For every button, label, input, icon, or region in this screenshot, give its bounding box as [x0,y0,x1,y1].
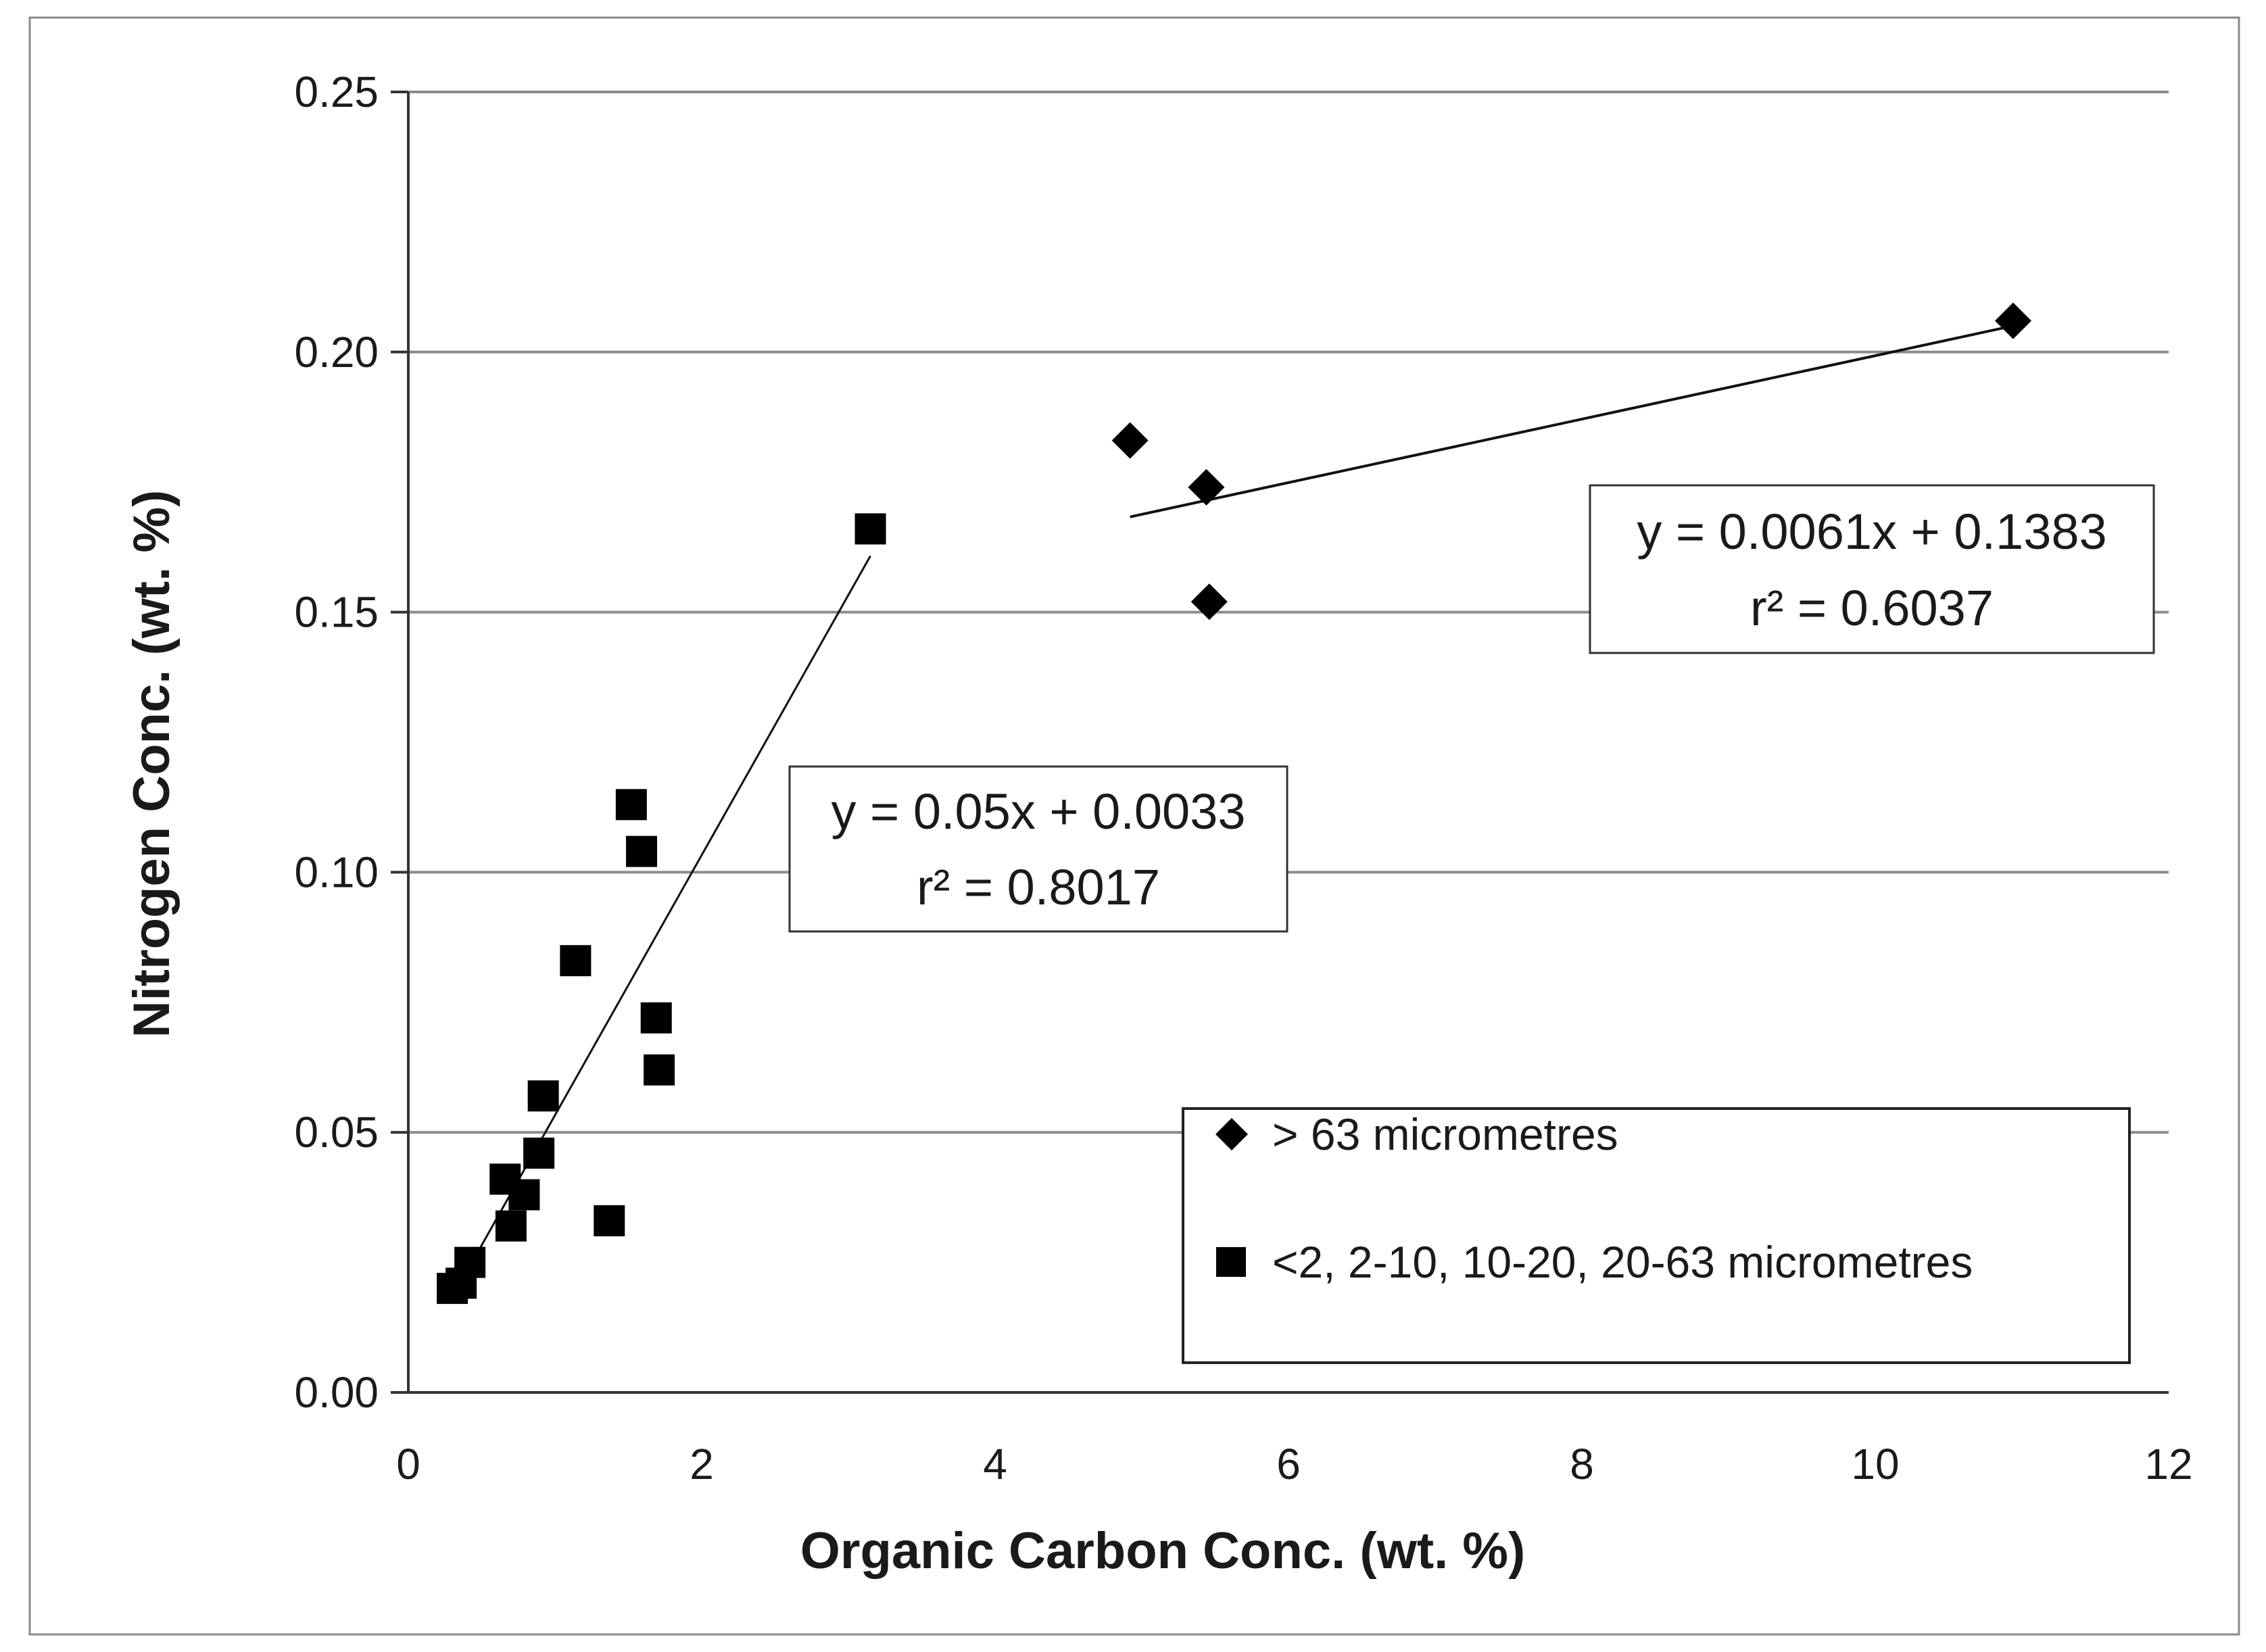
y-tick-label: 0.05 [294,1108,379,1157]
r2-large-fraction: r² = 0.6037 [1750,580,1994,636]
x-tick-label: 10 [1851,1440,1899,1488]
trendline-large-fraction [1130,324,2014,518]
x-tick-label: 0 [396,1440,420,1488]
y-tick-label: 0.10 [294,848,379,896]
data-point-square [523,1137,555,1169]
equation-box-fine-fractions: y = 0.05x + 0.0033 r² = 0.8017 [788,765,1288,933]
equation-large-fraction: y = 0.0061x + 0.1383 [1637,504,2106,560]
r2-fine-fractions: r² = 0.8017 [917,859,1160,915]
equation-fine-fractions: y = 0.05x + 0.0033 [831,783,1245,840]
y-tick-label: 0.20 [294,328,379,376]
legend-label-large-fraction: > 63 micrometres [1272,1109,1618,1159]
legend-diamond-icon [1215,1118,1248,1150]
data-point-square [615,789,647,821]
y-tick-label: 0.15 [294,588,379,637]
data-point-square [854,513,886,545]
y-axis-title: Nitrogen Conc. (wt. %) [123,490,180,1038]
data-point-diamond [1188,468,1225,506]
axes [391,91,2169,1394]
y-tick-label: 0.00 [294,1368,379,1417]
data-point-square [640,1002,672,1034]
legend: > 63 micrometres <2, 2-10, 10-20, 20-63 … [1182,1107,2131,1364]
data-point-square [560,945,592,977]
legend-square-icon [1216,1247,1246,1277]
equation-box-large-fraction: y = 0.0061x + 0.1383 r² = 0.6037 [1589,484,2155,654]
data-point-square [508,1179,540,1211]
data-points [437,302,2031,1305]
tick-labels: 0.00 0.05 0.10 0.15 0.20 0.25 0 2 4 6 8 10 12 [294,68,2192,1488]
data-point-square [644,1054,675,1086]
data-point-square [626,835,658,867]
x-tick-label: 6 [1276,1440,1301,1488]
data-point-diamond [1994,302,2031,339]
x-tick-label: 12 [2144,1440,2192,1488]
data-point-square [495,1210,527,1242]
legend-label-fine-fractions: <2, 2-10, 10-20, 20-63 micrometres [1272,1237,1973,1287]
x-tick-label: 8 [1570,1440,1594,1488]
x-tick-label: 2 [690,1440,714,1488]
data-point-diamond [1111,422,1149,459]
y-tick-label: 0.25 [294,68,379,116]
x-axis-title: Organic Carbon Conc. (wt. %) [800,1522,1526,1580]
x-tick-label: 4 [983,1440,1007,1488]
data-point-square [527,1080,559,1112]
data-point-square [454,1246,486,1278]
data-point-diamond [1190,583,1228,621]
data-point-square [594,1205,625,1237]
